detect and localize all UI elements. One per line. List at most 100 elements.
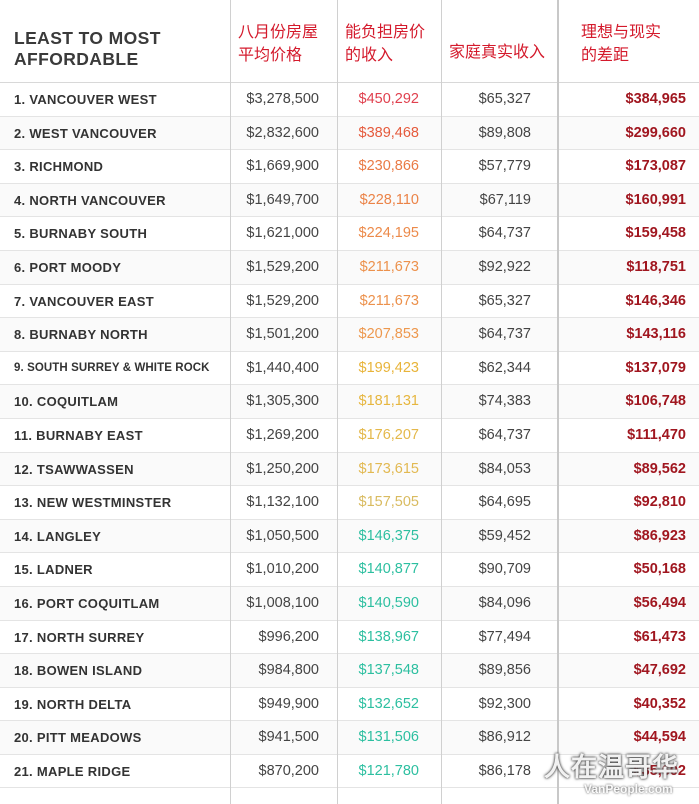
region-name: 11. BURNABY EAST <box>14 427 143 443</box>
avg-price: $870,200 <box>258 762 319 779</box>
watermark-sub: VanPeople.com <box>584 782 673 796</box>
region-name: 7. VANCOUVER EAST <box>14 293 154 309</box>
household-income: $77,494 <box>478 628 531 645</box>
table-row: 15. LADNER $1,010,200 $140,877 $90,709 $50,1… <box>0 553 699 587</box>
avg-price: $1,132,100 <box>246 494 319 511</box>
income-gap: $44,594 <box>633 729 686 746</box>
income-gap: $40,352 <box>633 695 686 712</box>
income-gap: $92,810 <box>633 494 686 511</box>
avg-price: $984,800 <box>258 662 319 679</box>
required-income: $176,207 <box>358 426 419 443</box>
table-row: 14. LANGLEY $1,050,500 $146,375 $59,452 $86,… <box>0 519 699 554</box>
income-gap: $159,458 <box>625 225 686 242</box>
table-row: 7. VANCOUVER EAST $1,529,200 $211,673 $65,3… <box>0 285 699 319</box>
household-income: $89,808 <box>478 124 531 141</box>
region-name: 10. COQUITLAM <box>14 394 119 410</box>
household-income: $57,779 <box>478 158 531 175</box>
avg-price: $1,250,200 <box>246 460 319 477</box>
col-header-afford-line-1: 能负担房价 <box>345 22 426 41</box>
household-income: $92,922 <box>478 258 531 275</box>
region-name: 18. BOWEN ISLAND <box>14 663 143 679</box>
household-income: $74,383 <box>478 393 531 410</box>
avg-price: $1,050,500 <box>246 527 319 544</box>
income-gap: $137,079 <box>625 359 686 376</box>
col-header-price-line-2: 平均价格 <box>238 45 303 64</box>
table-row: 12. TSAWWASSEN $1,250,200 $173,615 $84,053 $… <box>0 452 699 487</box>
table-row: 2. WEST VANCOUVER $2,832,600 $389,468 $89,8… <box>0 116 699 151</box>
avg-price: $1,269,200 <box>246 426 319 443</box>
col-header-afford: 能负担房价 的收入 <box>345 20 435 66</box>
household-income: $92,300 <box>478 695 531 712</box>
col-header-gap-line-2: 的差距 <box>581 45 630 64</box>
avg-price: $1,008,100 <box>246 594 319 611</box>
income-gap: $35,602 <box>633 762 686 779</box>
avg-price: $1,529,200 <box>246 292 319 309</box>
household-income: $84,096 <box>478 594 531 611</box>
required-income: $228,110 <box>359 191 419 208</box>
household-income: $86,178 <box>478 762 531 779</box>
region-name: 15. LADNER <box>14 562 93 578</box>
column-divider <box>557 0 559 804</box>
household-income: $67,119 <box>479 191 531 208</box>
table-row: 13. NEW WESTMINSTER $1,132,100 $157,505 $64… <box>0 486 699 520</box>
region-name: 12. TSAWWASSEN <box>14 461 134 477</box>
household-income: $64,695 <box>478 494 531 511</box>
avg-price: $3,278,500 <box>246 91 319 107</box>
title-line-2: AFFORDABLE <box>14 49 139 69</box>
household-income: $65,327 <box>478 292 531 309</box>
region-name: 13. NEW WESTMINSTER <box>14 495 172 511</box>
required-income: $181,131 <box>358 393 419 410</box>
required-income: $389,468 <box>358 124 419 141</box>
table-row: 3. RICHMOND $1,669,900 $230,866 $57,779 $173… <box>0 150 699 184</box>
table-body: 1. VANCOUVER WEST $3,278,500 $450,292 $65,3… <box>0 83 699 789</box>
col-header-afford-line-2: 的收入 <box>345 45 394 64</box>
avg-price: $1,529,200 <box>246 258 319 275</box>
column-divider <box>441 0 442 804</box>
required-income: $173,615 <box>358 460 419 477</box>
required-income: $199,423 <box>358 359 419 376</box>
avg-price: $996,200 <box>258 628 319 645</box>
avg-price: $949,900 <box>258 695 319 712</box>
table-row: 6. PORT MOODY $1,529,200 $211,673 $92,922 $1… <box>0 250 699 285</box>
table-row: 9. SOUTH SURREY & WHITE ROCK $1,440,400 $1… <box>0 352 699 386</box>
table-header: LEAST TO MOST AFFORDABLE 八月份房屋 平均价格 能负担房… <box>0 0 699 83</box>
required-income: $224,195 <box>358 225 419 242</box>
required-income: $450,292 <box>358 91 419 107</box>
watermark-logo: 人在温哥华 VanPeople.com <box>544 747 694 801</box>
region-name: 3. RICHMOND <box>14 159 104 175</box>
avg-price: $1,621,000 <box>246 225 319 242</box>
income-gap: $56,494 <box>633 594 686 611</box>
required-income: $140,877 <box>358 561 419 578</box>
watermark-text: 人在温哥华 <box>544 753 680 783</box>
table-row: 21. MAPLE RIDGE $870,200 $121,780 $86,178 $3… <box>0 755 699 789</box>
region-name: 9. SOUTH SURREY & WHITE ROCK <box>14 361 210 374</box>
income-gap: $111,470 <box>627 426 686 443</box>
region-name: 2. WEST VANCOUVER <box>14 125 157 141</box>
household-income: $59,452 <box>478 527 531 544</box>
income-gap: $118,751 <box>626 258 686 275</box>
required-income: $211,673 <box>359 292 419 309</box>
col-header-price-line-1: 八月份房屋 <box>238 22 319 41</box>
avg-price: $1,649,700 <box>246 191 319 208</box>
income-gap: $160,991 <box>625 191 686 208</box>
income-gap: $146,346 <box>625 292 686 309</box>
table-row: 11. BURNABY EAST $1,269,200 $176,207 $64,73… <box>0 419 699 453</box>
table-row: 8. BURNABY NORTH $1,501,200 $207,853 $64,73… <box>0 318 699 352</box>
region-name: 8. BURNABY NORTH <box>14 327 148 343</box>
column-divider <box>230 0 231 804</box>
household-income: $86,912 <box>478 729 531 746</box>
table-row: 16. PORT COQUITLAM $1,008,100 $140,590 $84,… <box>0 586 699 621</box>
region-name: 16. PORT COQUITLAM <box>14 595 160 611</box>
household-income: $84,053 <box>478 460 531 477</box>
avg-price: $1,305,300 <box>246 393 319 410</box>
avg-price: $2,832,600 <box>246 124 319 141</box>
region-name: 6. PORT MOODY <box>14 259 122 275</box>
avg-price: $1,669,900 <box>246 158 319 175</box>
avg-price: $1,440,400 <box>246 359 319 376</box>
table-row: 19. NORTH DELTA $949,900 $132,652 $92,300 $4… <box>0 688 699 722</box>
region-name: 20. PITT MEADOWS <box>14 730 142 746</box>
title-line-1: LEAST TO MOST <box>14 28 161 48</box>
income-gap: $299,660 <box>625 124 686 141</box>
required-income: $137,548 <box>358 662 419 679</box>
